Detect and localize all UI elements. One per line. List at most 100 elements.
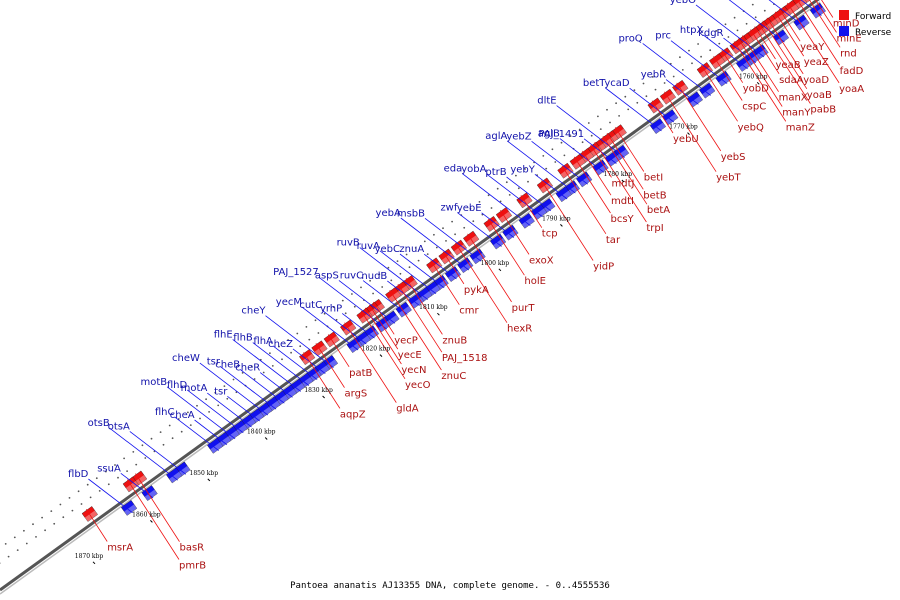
position-dot [754,16,757,19]
gene-label-cutc: cutC [299,300,322,311]
position-dot [578,128,581,131]
gene-label-yeba: yebA [376,208,401,219]
leader-pyka [442,251,465,285]
gene-label-yebu: yebU [673,134,699,145]
position-dot [672,75,675,78]
tick-mark [498,268,502,272]
position-dot [199,417,201,420]
gene-label-flhc: flhC [155,407,175,418]
position-dot [271,365,274,367]
backbone-line [0,0,820,592]
position-dot [496,187,499,190]
gene-label-yecn: yecN [401,365,426,376]
leader-yeab [754,26,776,60]
leader-fadd [797,0,840,66]
gene-label-pabb: pabB [810,105,836,116]
leader-yeba [400,217,470,271]
leader-flhd [186,389,244,434]
gene-label-chez: cheZ [268,339,293,350]
position-dot [7,555,10,558]
position-dot [505,181,508,184]
leader-yoba [486,173,543,218]
position-dot [423,240,426,243]
leader-flhc [174,416,219,451]
leader-flhe [232,339,301,392]
position-dot [250,365,253,368]
gene-block-bett [649,118,667,134]
gene-label-manx: manX [779,93,808,104]
leader-dlte [556,105,625,158]
gene-label-trpi: trpI [646,223,663,234]
gene-labels: yoaHyoaErrmAyebOkdgRhtpXprcproQyebRycaDb… [68,0,864,572]
position-dot [196,404,198,407]
gene-block-yebe [502,224,519,241]
leader-chey [265,315,334,369]
position-dot [114,464,116,466]
leader-zwf [457,212,502,247]
leader-ptrb [506,176,552,212]
gene-label-yebr: yebR [641,70,666,81]
gene-label-yeab: yeaB [776,60,801,71]
position-dot [451,220,453,223]
leader-rnd [809,0,841,48]
leader-ruva [379,250,437,295]
gene-label-flhd: flhD [167,380,188,391]
gene-label-pyka: pykA [464,285,489,296]
gene-label-betb: betB [643,190,666,201]
leader-ruvc [362,280,408,315]
leader-yeaz [774,11,805,57]
tick-label: 1870 kbp [75,553,104,560]
gene-label-flhe: flhE [214,329,233,340]
leader-yebt [664,91,717,172]
tick-mark [150,520,153,523]
position-dot [508,194,511,196]
gene-label-yoad: yoaD [803,75,829,86]
position-dot [551,148,554,151]
gene-label-ptrb: ptrB [485,167,506,178]
position-dot [378,273,381,276]
gene-label-nudb: nudB [361,271,387,282]
label-leaders [85,0,841,560]
leader-cheb [239,369,285,404]
tick-label: 1860 kbp [132,511,161,518]
leader-yebq [700,64,738,122]
leader-manx [741,35,779,92]
leader-yecm [301,306,359,351]
position-dot [724,23,727,26]
gene-label-paj-1518: PAJ_1518 [442,353,488,364]
tick-label: 1790 kbp [542,215,571,222]
leader-yoah [800,0,822,16]
gene-label-beti: betI [644,173,663,184]
position-dot [660,69,663,72]
leader-beti [614,127,645,172]
leader-msbb [424,217,482,262]
gene-label-ycad: ycaD [604,78,630,89]
leader-trpi [594,141,647,223]
position-dot [681,69,684,71]
gene-label-yeby: yebY [510,164,535,175]
tick-label: 1800 kbp [481,260,510,267]
gene-block-prc [715,70,732,87]
leader-paj-1527 [318,276,388,330]
gene-block-yoae [793,14,810,31]
leader-znuc [389,289,442,371]
gene-label-agla: aglA [485,131,507,142]
position-dot [107,483,110,486]
leader-mdtj [590,144,612,178]
gene-label-msbb: msbB [397,208,425,219]
position-dot [433,233,435,236]
leader-beta [602,135,648,205]
gene-block-yeba [457,257,474,274]
tick-mark [560,224,563,227]
leader-ssua [120,472,154,499]
legend-forward-swatch [839,10,849,20]
leader-tcp [520,195,543,228]
position-dot [171,437,174,440]
leader-msra [85,508,108,542]
gene-label-yeay: yeaY [800,42,825,53]
gene-label-yobd: yobD [743,84,769,95]
leader-yoaa [787,2,840,84]
position-dot [372,292,374,295]
position-dot [606,108,608,111]
